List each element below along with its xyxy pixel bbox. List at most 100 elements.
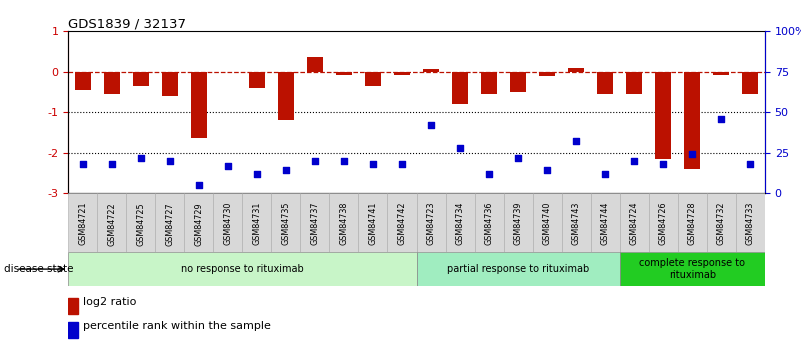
Text: GSM84731: GSM84731 [252, 202, 261, 245]
Text: disease state: disease state [4, 264, 74, 274]
Bar [272, 193, 300, 252]
Bar [213, 193, 242, 252]
Bar [562, 193, 590, 252]
Bar [598, 71, 614, 94]
Point [512, 155, 525, 160]
Bar [452, 71, 468, 104]
Bar [743, 71, 759, 94]
Bar [590, 193, 620, 252]
Bar [481, 71, 497, 94]
Bar [626, 71, 642, 94]
Bar [394, 71, 410, 75]
Point [367, 161, 380, 167]
Text: GSM84742: GSM84742 [397, 202, 406, 246]
Text: GSM84728: GSM84728 [688, 202, 697, 246]
Bar [445, 193, 474, 252]
Bar [97, 193, 127, 252]
Point [163, 158, 176, 164]
Point [425, 122, 437, 128]
Point [628, 158, 641, 164]
Text: no response to rituximab: no response to rituximab [181, 264, 304, 274]
Bar [68, 252, 417, 286]
Bar [620, 193, 649, 252]
Point [715, 116, 728, 121]
Text: GSM84726: GSM84726 [659, 202, 668, 246]
Bar [423, 69, 439, 71]
Bar [510, 71, 526, 92]
Bar [539, 71, 555, 76]
Bar [417, 193, 445, 252]
Point [280, 168, 292, 173]
Point [657, 161, 670, 167]
Bar [307, 57, 323, 71]
Text: GSM84737: GSM84737 [311, 202, 320, 246]
Bar [684, 71, 700, 169]
Text: log2 ratio: log2 ratio [83, 297, 136, 307]
Text: GSM84732: GSM84732 [717, 202, 726, 246]
Bar [249, 71, 265, 88]
Bar [620, 252, 765, 286]
Point [541, 168, 553, 173]
Bar [533, 193, 562, 252]
Point [251, 171, 264, 177]
Text: complete response to
rituximab: complete response to rituximab [639, 258, 746, 280]
Bar [68, 298, 78, 314]
Point [599, 171, 612, 177]
Point [744, 161, 757, 167]
Bar [736, 193, 765, 252]
Text: GSM84741: GSM84741 [368, 202, 377, 245]
Bar [300, 193, 329, 252]
Point [483, 171, 496, 177]
Text: GSM84733: GSM84733 [746, 202, 755, 245]
Text: percentile rank within the sample: percentile rank within the sample [83, 321, 271, 331]
Bar [184, 193, 213, 252]
Point [76, 161, 89, 167]
Bar [655, 71, 671, 159]
Point [105, 161, 118, 167]
Bar [336, 71, 352, 75]
Point [221, 163, 234, 168]
Bar [649, 193, 678, 252]
Bar [678, 193, 706, 252]
Text: GSM84725: GSM84725 [136, 202, 145, 246]
Point [686, 151, 698, 157]
Text: partial response to rituximab: partial response to rituximab [447, 264, 590, 274]
Text: GSM84730: GSM84730 [223, 202, 232, 245]
Bar [74, 71, 91, 90]
Text: GSM84723: GSM84723 [427, 202, 436, 246]
Bar [103, 71, 119, 94]
Bar [568, 68, 584, 71]
Bar [68, 322, 78, 338]
Text: GSM84727: GSM84727 [165, 202, 174, 246]
Bar [417, 252, 620, 286]
Text: GSM84743: GSM84743 [572, 202, 581, 245]
Point [396, 161, 409, 167]
Bar [242, 193, 272, 252]
Bar [329, 193, 359, 252]
Point [308, 158, 321, 164]
Text: GSM84735: GSM84735 [281, 202, 290, 246]
Bar [191, 71, 207, 138]
Point [337, 158, 350, 164]
Bar [504, 193, 533, 252]
Bar [219, 71, 235, 72]
Bar [474, 193, 504, 252]
Bar [155, 193, 184, 252]
Text: GSM84740: GSM84740 [543, 202, 552, 245]
Bar [365, 71, 381, 86]
Point [192, 182, 205, 188]
Bar [706, 193, 736, 252]
Point [135, 155, 147, 160]
Bar [162, 71, 178, 96]
Point [570, 139, 582, 144]
Bar [133, 71, 149, 86]
Point [453, 145, 466, 150]
Text: GSM84739: GSM84739 [513, 202, 522, 246]
Bar [388, 193, 417, 252]
Bar [68, 193, 97, 252]
Bar [714, 71, 730, 75]
Text: GSM84738: GSM84738 [340, 202, 348, 245]
Text: GSM84729: GSM84729 [195, 202, 203, 246]
Text: GSM84724: GSM84724 [630, 202, 638, 246]
Text: GSM84736: GSM84736 [485, 202, 493, 245]
